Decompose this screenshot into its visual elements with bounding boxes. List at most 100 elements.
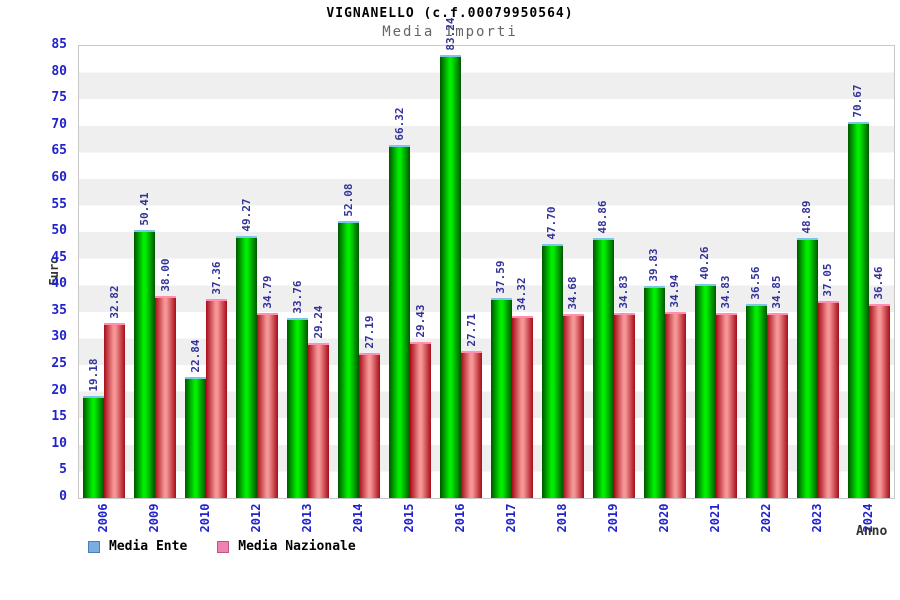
bar-value-label: 49.27 xyxy=(239,198,253,232)
bar-value-label: 83.24 xyxy=(443,17,457,51)
bar-value-label: 34.79 xyxy=(260,275,274,309)
bar-group-2024: 70.67 36.46 xyxy=(843,46,894,498)
x-tick-label: 2013 xyxy=(300,503,315,533)
bar-media-ente xyxy=(440,55,462,498)
bar-media-ente xyxy=(185,376,207,498)
bar-group-2023: 48.89 37.05 xyxy=(792,46,843,498)
bar-media-nazionale xyxy=(511,315,533,498)
x-tick-label: 2006 xyxy=(96,503,111,533)
bar-group-2022: 36.56 34.85 xyxy=(741,46,792,498)
bar-group-2014: 52.08 27.19 xyxy=(334,46,385,498)
bar-value-label: 34.32 xyxy=(515,277,529,312)
y-tick-label: 45 xyxy=(51,249,67,265)
x-tick-label: 2019 xyxy=(605,503,620,533)
bar-group-2017: 37.59 34.32 xyxy=(487,46,538,498)
bar-value-label: 27.71 xyxy=(464,313,478,347)
bar-media-ente xyxy=(541,244,563,498)
bar-media-nazionale xyxy=(868,304,890,498)
x-tick-label: 2016 xyxy=(453,503,468,533)
bar-value-label: 19.18 xyxy=(86,358,100,392)
bar-media-nazionale xyxy=(817,300,839,498)
bar-group-2021: 40.26 34.83 xyxy=(690,46,741,498)
bar-group-2006: 19.18 32.82 xyxy=(79,46,130,498)
bar-value-label: 29.43 xyxy=(413,303,427,338)
bar-media-nazionale xyxy=(155,295,177,498)
x-axis-title: Anno xyxy=(856,524,888,539)
bar-value-label: 37.05 xyxy=(821,263,835,297)
bar-media-nazionale xyxy=(104,323,126,498)
bar-media-ente xyxy=(694,283,716,498)
bar-value-label: 39.83 xyxy=(647,248,661,282)
bar-group-2015: 66.32 29.43 xyxy=(385,46,436,498)
bar-value-label: 40.26 xyxy=(698,246,712,280)
bar-media-nazionale xyxy=(715,312,737,498)
bar-value-label: 34.94 xyxy=(668,274,682,308)
bar-media-nazionale xyxy=(257,313,279,498)
legend-item-media-ente: Media Ente xyxy=(88,539,187,554)
bar-media-ente xyxy=(847,122,869,498)
bar-group-2020: 39.83 34.94 xyxy=(639,46,690,498)
x-tick-label: 2022 xyxy=(758,503,773,533)
y-tick-label: 65 xyxy=(51,143,67,159)
bar-value-label: 36.46 xyxy=(872,266,886,300)
y-tick-label: 20 xyxy=(51,382,67,398)
bar-value-label: 34.83 xyxy=(617,275,631,309)
bar-value-label: 70.67 xyxy=(851,84,865,118)
bar-media-nazionale xyxy=(308,342,330,498)
y-tick-label: 35 xyxy=(51,302,67,318)
y-tick-label: 85 xyxy=(51,37,67,52)
bar-value-label: 34.85 xyxy=(770,275,784,309)
x-tick-label: 2023 xyxy=(809,503,824,533)
x-axis-ticks: 2006 2009 2010 2012 2013 2014 2015 2016 2017 2018… xyxy=(78,497,893,543)
bar-group-2019: 48.86 34.83 xyxy=(588,46,639,498)
bar-media-nazionale xyxy=(613,312,635,498)
bar-group-2013: 33.76 29.24 xyxy=(283,46,334,498)
legend-swatch-icon xyxy=(88,540,100,553)
x-tick-label: 2021 xyxy=(707,503,722,533)
bar-value-label: 37.59 xyxy=(494,260,508,294)
x-tick-label: 2017 xyxy=(503,503,518,533)
bar-media-ente xyxy=(389,145,411,498)
bar-value-label: 66.32 xyxy=(392,107,406,141)
x-tick-label: 2010 xyxy=(198,503,213,533)
bar-group-2018: 47.70 34.68 xyxy=(537,46,588,498)
chart-subtitle: Media Importi xyxy=(382,24,518,40)
bar-media-ente xyxy=(796,238,818,498)
y-tick-label: 5 xyxy=(59,462,67,478)
bar-media-ente xyxy=(490,298,512,498)
y-tick-label: 0 xyxy=(59,489,67,504)
bar-value-label: 38.00 xyxy=(158,258,172,292)
y-tick-label: 50 xyxy=(51,223,67,239)
legend-swatch-icon xyxy=(217,540,230,553)
bar-group-2016: 83.24 27.71 xyxy=(436,18,487,498)
bar-value-label: 29.24 xyxy=(311,304,325,339)
legend-item-media-nazionale: Media Nazionale xyxy=(217,539,356,554)
bar-media-ente xyxy=(745,303,767,498)
y-tick-label: 80 xyxy=(51,63,67,79)
y-tick-label: 10 xyxy=(51,435,67,451)
bar-value-label: 36.56 xyxy=(749,266,763,300)
bar-media-ente xyxy=(134,229,156,498)
bar-media-nazionale xyxy=(766,312,788,498)
legend-label: Media Nazionale xyxy=(238,539,356,554)
bar-value-label: 50.41 xyxy=(137,192,151,226)
bar-media-ente xyxy=(592,238,614,498)
x-tick-label: 2009 xyxy=(147,503,162,533)
x-tick-label: 2018 xyxy=(554,503,569,533)
bar-value-label: 48.89 xyxy=(800,200,814,234)
legend: Media Ente Media Nazionale xyxy=(88,539,356,554)
x-tick-label: 2012 xyxy=(249,503,264,533)
bar-media-ente xyxy=(83,396,105,498)
bar-value-label: 22.84 xyxy=(188,338,202,373)
y-tick-label: 75 xyxy=(51,90,67,106)
bar-value-label: 52.08 xyxy=(341,183,355,217)
y-tick-label: 55 xyxy=(51,196,67,212)
bar-group-2009: 50.41 38.00 xyxy=(130,46,181,498)
plot-area: 19.18 32.82 50.41 38.00 22.84 37.36 49.27 34.79… xyxy=(78,18,895,499)
bar-value-label: 33.76 xyxy=(290,280,304,315)
x-tick-label: 2014 xyxy=(351,503,366,533)
bar-value-label: 34.68 xyxy=(566,276,580,310)
bar-value-label: 27.19 xyxy=(362,315,376,349)
bar-value-label: 47.70 xyxy=(545,206,559,240)
